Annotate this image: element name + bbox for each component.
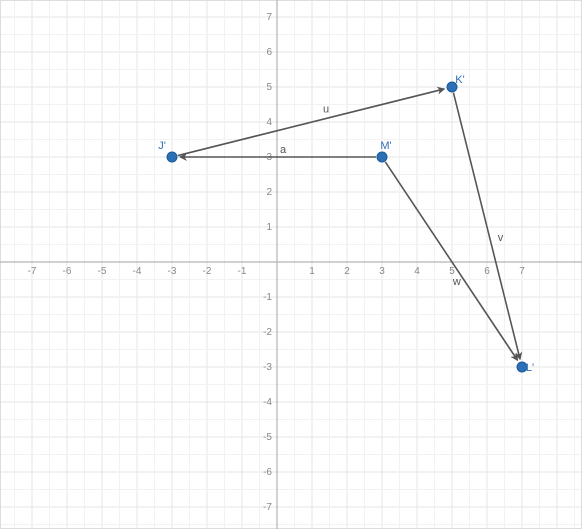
x-tick-label: 4 [414,266,420,277]
y-tick-label: -7 [263,502,272,513]
x-tick-label: 2 [344,266,350,277]
x-tick-label: -7 [28,266,37,277]
y-tick-label: -4 [263,397,272,408]
y-tick-label: -2 [263,327,272,338]
x-tick-label: -1 [238,266,247,277]
y-tick-label: 5 [266,82,272,93]
point-M [377,152,387,162]
x-tick-label: 7 [519,266,525,277]
x-tick-label: 6 [484,266,490,277]
vector-label: u [323,104,329,116]
y-tick-label: -1 [263,292,272,303]
point-label: J' [158,140,166,152]
vector-chart: -7-6-5-4-3-2-11234567-7-6-5-4-3-2-112345… [0,0,582,529]
x-tick-label: -6 [63,266,72,277]
point-label: K' [455,74,464,86]
x-tick-label: -3 [168,266,177,277]
point-J [167,152,177,162]
y-tick-label: -5 [263,432,272,443]
y-tick-label: -6 [263,467,272,478]
y-tick-label: 7 [266,12,272,23]
y-tick-label: 2 [266,187,272,198]
point-label: L' [526,362,534,374]
y-tick-label: 6 [266,47,272,58]
x-tick-label: 1 [309,266,315,277]
y-tick-label: 1 [266,222,272,233]
y-tick-label: 4 [266,117,272,128]
point-label: M' [380,140,391,152]
vector-label: a [280,144,287,156]
y-tick-label: -3 [263,362,272,373]
x-tick-label: 3 [379,266,385,277]
vector-label: v [498,232,504,244]
x-tick-label: -4 [133,266,142,277]
x-tick-label: -2 [203,266,212,277]
vector-label: w [452,276,461,288]
x-tick-label: -5 [98,266,107,277]
